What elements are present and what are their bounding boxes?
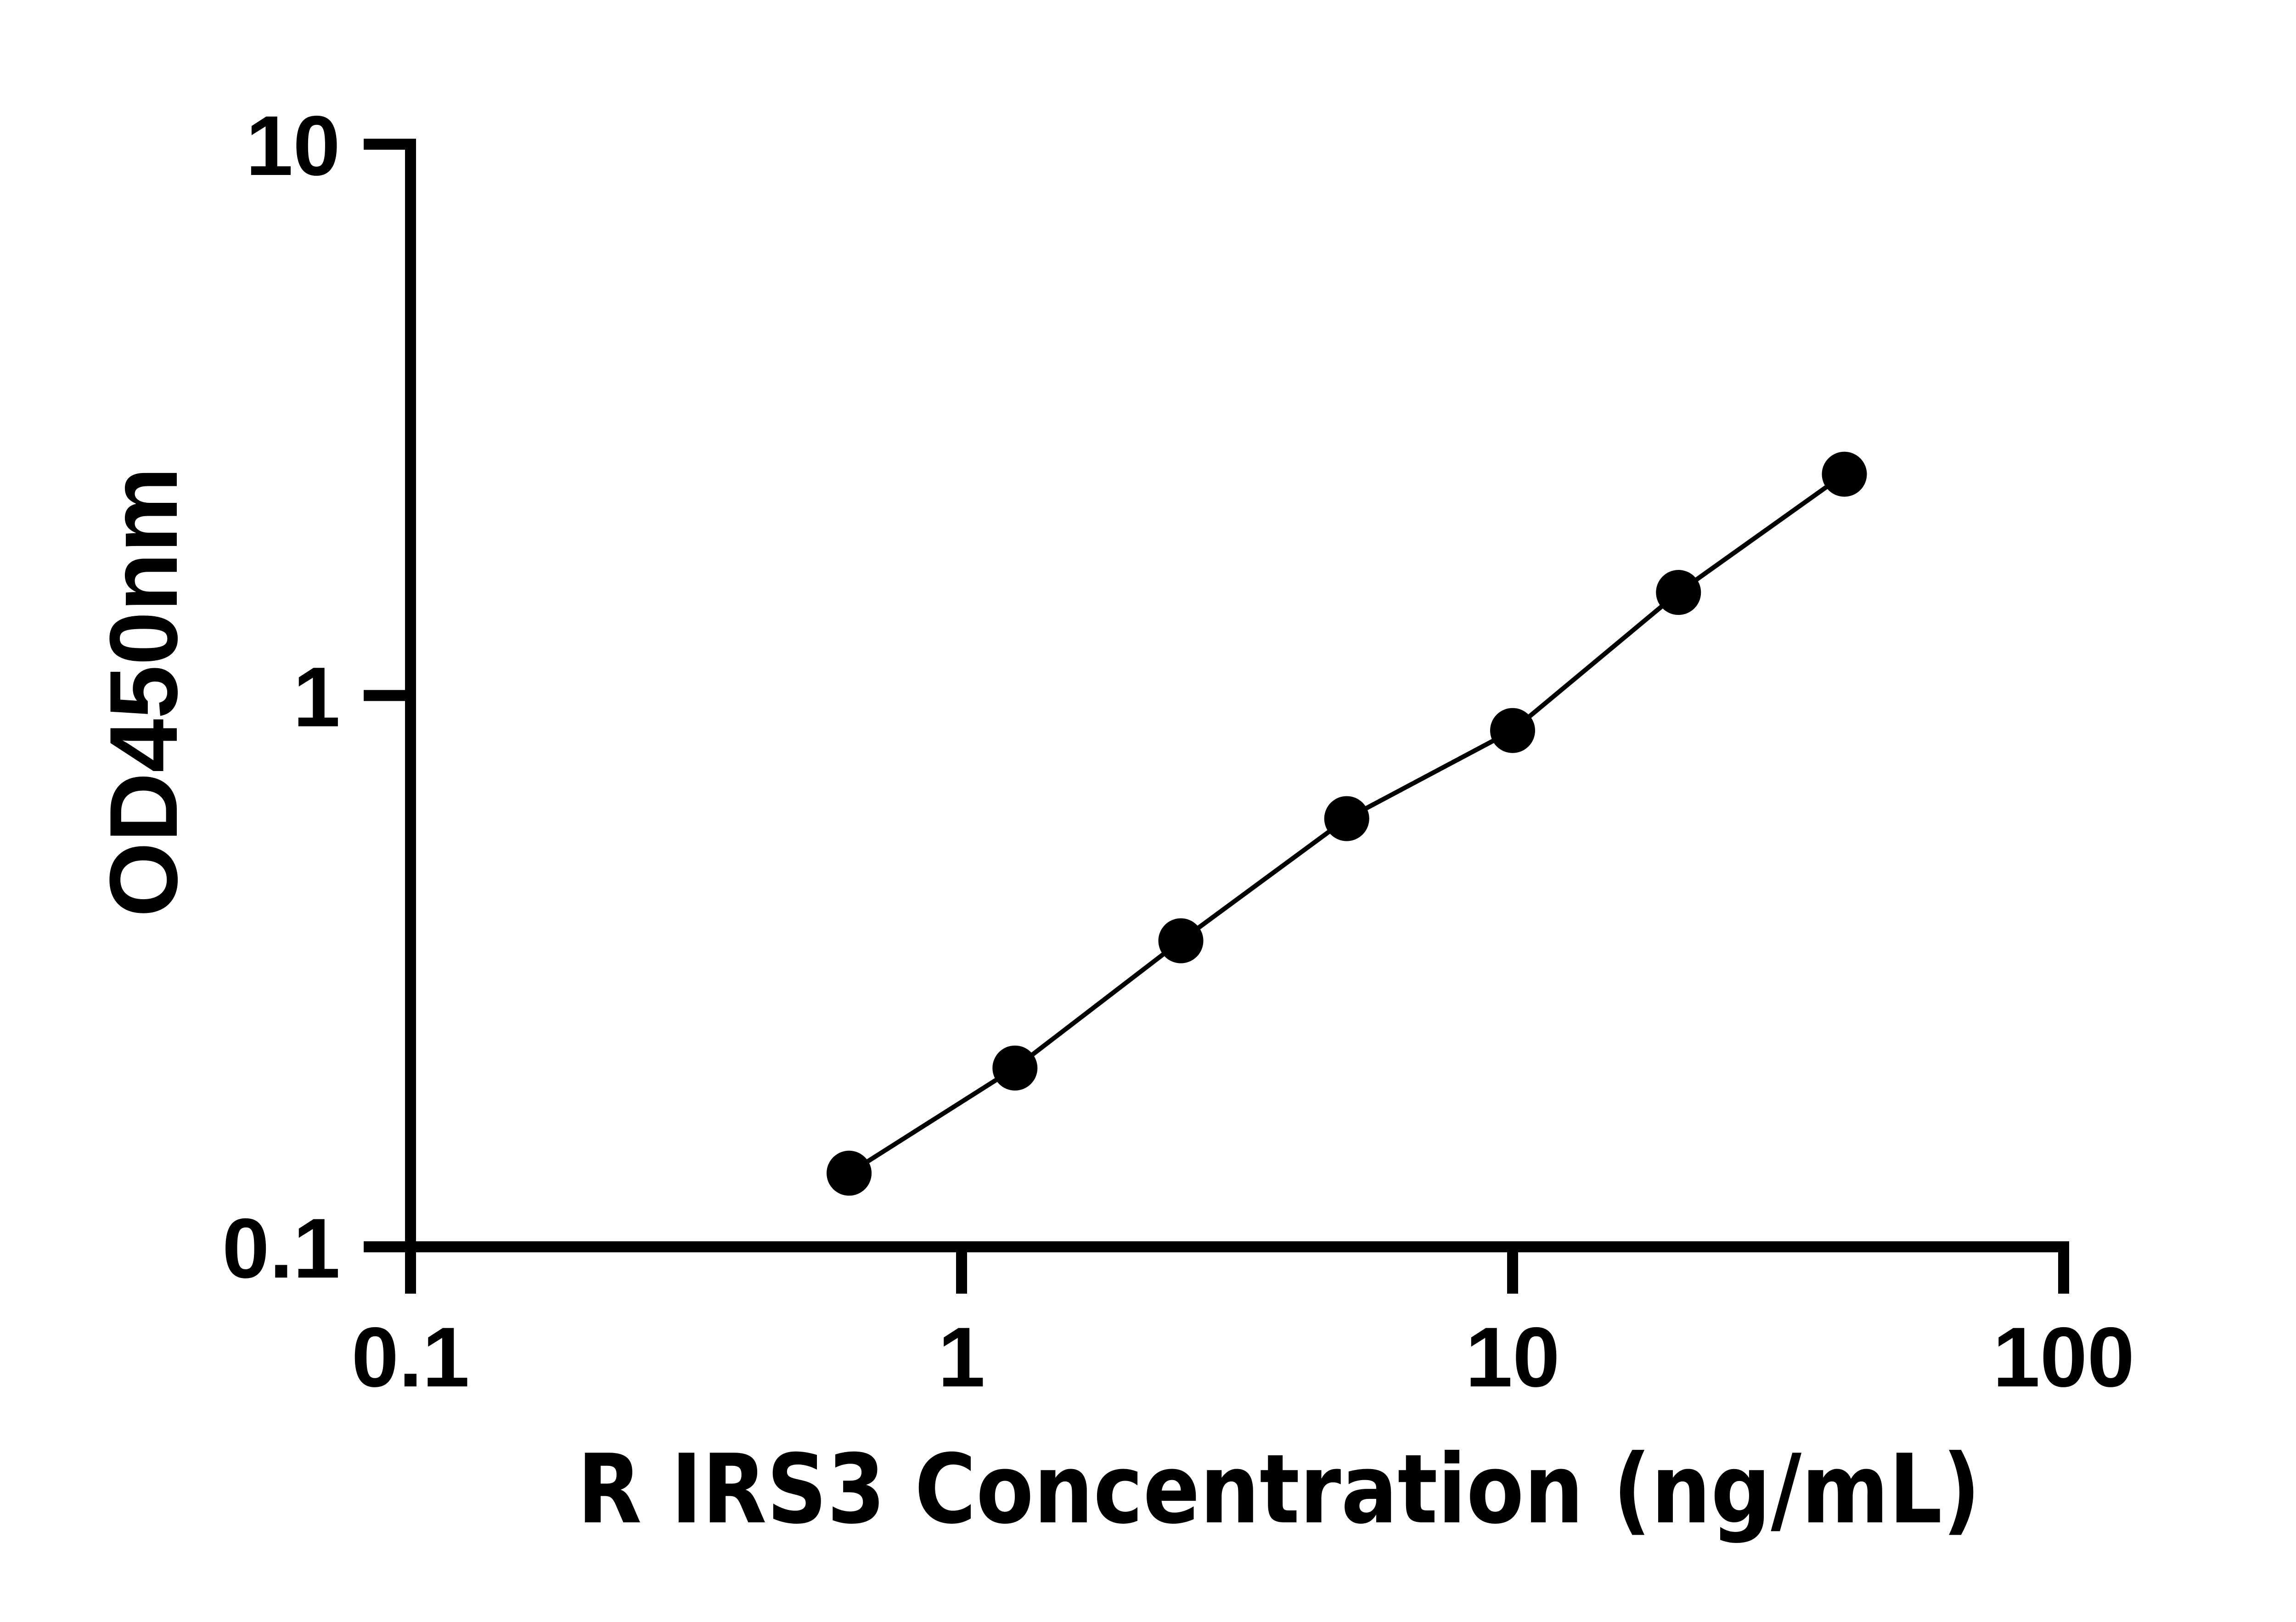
- y-tick-label: 1: [293, 650, 340, 745]
- x-tick-labels: 0.1 1 10 100: [351, 1310, 2134, 1405]
- x-tick-label: 0.1: [351, 1310, 469, 1405]
- x-tick-label: 100: [1993, 1310, 2135, 1405]
- data-point-marker: [1822, 451, 1867, 497]
- x-tick-label: 10: [1465, 1310, 1560, 1405]
- data-point-marker: [827, 1150, 872, 1196]
- data-point-marker: [1158, 918, 1204, 963]
- y-tick-labels: 0.1 1 10: [222, 99, 340, 1296]
- axes: [364, 139, 2069, 1294]
- data-point-marker: [992, 1045, 1038, 1091]
- x-axis-title: R IRS3 Concentration (ng/mL): [577, 1434, 1981, 1545]
- data-point-marker: [1490, 708, 1535, 753]
- x-tick-label: 1: [938, 1310, 985, 1405]
- y-axis-title: OD450nm: [90, 467, 197, 917]
- y-tick-label: 0.1: [222, 1201, 340, 1296]
- data-point-marker: [1656, 570, 1701, 615]
- series-standard-curve: [827, 451, 1867, 1196]
- data-point-marker: [1324, 796, 1369, 841]
- y-tick-label: 10: [246, 99, 340, 193]
